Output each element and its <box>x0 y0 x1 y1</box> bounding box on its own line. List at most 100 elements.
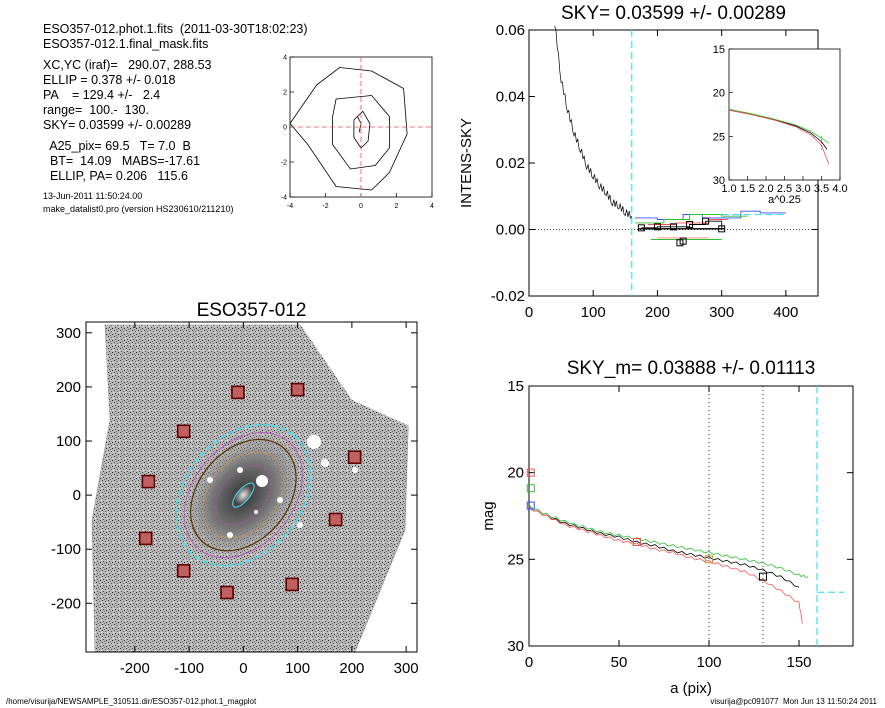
contour-line <box>353 110 371 149</box>
profile-xtick-label: 200 <box>645 304 670 321</box>
mag-curve <box>528 506 800 588</box>
mag-marker <box>759 572 767 581</box>
contour-line <box>357 116 362 133</box>
inset-xtick-label: 2.5 <box>777 183 792 195</box>
profile-step-line <box>635 214 748 224</box>
profile-step-line <box>635 210 786 220</box>
pa-line: PA = 129.4 +/- 2.4 <box>43 88 161 102</box>
contour-ytick-label: -4 <box>281 195 287 202</box>
sky-box <box>141 474 156 489</box>
a25-line: A25_pix= 69.5 T= 7.0 B <box>43 139 191 153</box>
sky-line: SKY= 0.03599 +/- 0.00289 <box>43 118 192 132</box>
inset-curve <box>728 109 830 165</box>
masked-star <box>277 497 283 503</box>
galaxy-ellipse <box>183 432 303 559</box>
inset-xlabel: a^0.25 <box>768 194 801 206</box>
inset-xtick-label: 1.0 <box>721 183 736 195</box>
file-line: ESO357-012.phot.1.fits (2011-03-30T18:02… <box>43 22 308 36</box>
inset-xtick-label: 2.0 <box>758 183 773 195</box>
profile-sky-square <box>679 237 687 245</box>
image-xtick-label: -200 <box>120 660 150 677</box>
profile-ylabel: INTENS-SKY <box>458 118 475 208</box>
profile-sky-square <box>670 223 677 231</box>
sky-box <box>285 577 299 592</box>
contour-ytick-label: 0 <box>283 125 287 132</box>
image-ytick-label: 200 <box>56 379 81 396</box>
info-block: ESO357-012.phot.1.fits (2011-03-30T18:02… <box>43 22 308 216</box>
image-ytick-label: -200 <box>51 595 81 612</box>
masked-star <box>227 532 233 538</box>
sky-box <box>176 564 191 578</box>
profile-sky-square <box>637 224 645 232</box>
mag-ytick-label: 15 <box>507 378 524 395</box>
masked-star <box>307 435 321 449</box>
mag-curve <box>528 504 809 579</box>
galaxy-ellipse <box>175 423 312 567</box>
mag-xlabel: a (pix) <box>670 680 712 697</box>
sky-box <box>231 385 245 400</box>
profile-sky-square <box>653 223 661 231</box>
mag-marker <box>526 484 535 493</box>
sky-box <box>328 512 343 527</box>
ellip-line: ELLIP = 0.378 +/- 0.018 <box>43 73 176 87</box>
image-xtick-label: 0 <box>239 660 247 677</box>
image-frame <box>85 321 418 653</box>
mag-ytick-label: 30 <box>507 638 524 655</box>
range-line: range= 100.- 130. <box>43 103 149 117</box>
image-ytick-label: -100 <box>51 541 81 558</box>
image-xtick-label: 100 <box>285 660 310 677</box>
profile-ytick-label: 0.02 <box>496 155 525 172</box>
inset-xtick-label: 3.5 <box>814 183 829 195</box>
profile-step-line <box>641 220 723 229</box>
contour-xtick-label: 4 <box>430 203 434 210</box>
image-xtick-label: 200 <box>339 660 364 677</box>
galaxy-ellipse <box>190 438 297 552</box>
masked-star <box>237 467 243 473</box>
mag-ytick-label: 20 <box>507 465 524 482</box>
image-ytick-label: 100 <box>56 433 81 450</box>
galaxy-image-panel: ESO357-012 -200 -100 0 100 200 300 -200 -100 0 100… <box>51 300 419 677</box>
mag-marker <box>705 555 713 564</box>
profile-xtick-label: 300 <box>709 304 734 321</box>
profile-sky-square <box>702 217 710 225</box>
mag-frame <box>528 385 854 647</box>
image-xtick-label: -100 <box>174 660 204 677</box>
profile-xtick-label: 0 <box>525 304 533 321</box>
sky-box <box>176 424 191 439</box>
image-xtick-label: 300 <box>394 660 419 677</box>
mag-xtick-label: 0 <box>525 654 533 671</box>
inset-xtick-label: 4.0 <box>832 183 847 195</box>
contour-ytick-label: -2 <box>281 160 287 167</box>
contour-ytick-label: 4 <box>283 55 287 62</box>
sky-profile-panel: SKY= 0.03599 +/- 0.00289 INTENS-SKY 0 100 20… <box>458 3 848 321</box>
inset-frame <box>728 48 841 181</box>
mag-title: SKY_m= 0.03888 +/- 0.01113 <box>567 358 816 379</box>
galaxy-ellipse <box>232 482 255 508</box>
contour-xtick-label: 2 <box>395 203 399 210</box>
profile-ytick-label: 0.06 <box>496 22 525 39</box>
image-ytick-label: 300 <box>56 325 81 342</box>
mag-marker <box>526 468 535 477</box>
footer-user: visurija@pc091077 Mon Jun 13 11:50:24 20… <box>710 697 877 706</box>
inset-ytick-label: 25 <box>713 131 725 143</box>
image-blank-corner <box>300 324 418 430</box>
mag-xtick-label: 50 <box>611 654 628 671</box>
sky-box <box>220 585 234 600</box>
masked-star <box>297 522 303 528</box>
date-line: 13-Jun-2011 11:50:24.00 <box>43 191 143 201</box>
mask-line: ESO357-012.1.final_mask.fits <box>43 37 209 51</box>
masked-star <box>207 477 213 483</box>
ellippa-line: ELLIP, PA= 0.206 115.6 <box>43 169 188 183</box>
sky-box <box>347 450 362 465</box>
profile-xtick-label: 400 <box>773 304 798 321</box>
contour-line <box>332 95 390 170</box>
contour-xtick-label: -4 <box>287 203 293 210</box>
contour-panel: -4 -2 0 2 4 -4 -2 0 2 4 <box>281 55 434 211</box>
contour-xtick-label: -2 <box>322 203 328 210</box>
mag-marker <box>526 501 535 510</box>
mag-curve <box>528 506 803 624</box>
sky-box <box>138 531 153 546</box>
mag-ylabel: mag <box>480 501 497 530</box>
profile-ytick-label: 0.00 <box>496 222 525 239</box>
